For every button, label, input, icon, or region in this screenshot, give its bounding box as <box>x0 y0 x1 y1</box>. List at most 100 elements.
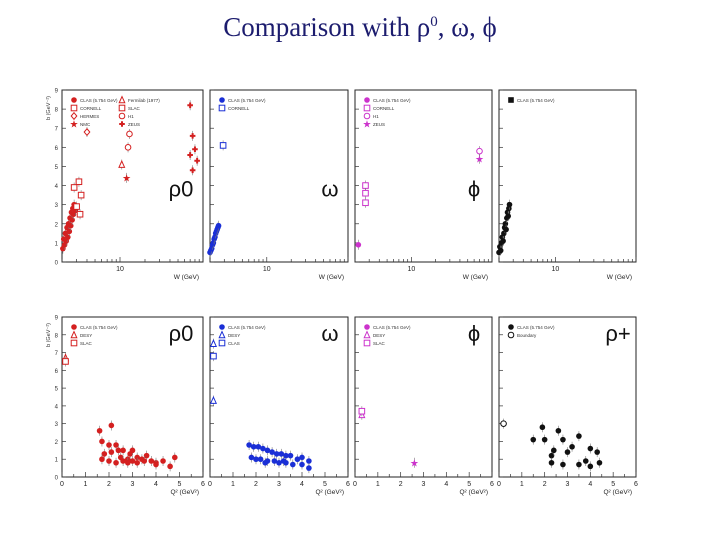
data-point <box>576 461 582 468</box>
data-point <box>264 447 271 454</box>
x-axis-label: W (GeV) <box>174 274 199 281</box>
y-tick-label: 4 <box>55 184 59 190</box>
legend-label: CLAS (5.754 GeV) <box>80 325 118 330</box>
legend-label: H1 <box>128 114 134 119</box>
y-tick-label: 5 <box>55 387 59 393</box>
legend-label: CLAS <box>228 341 240 346</box>
data-point <box>476 147 483 155</box>
series-fermilab <box>118 159 126 170</box>
x-axis-label: Q² (GeV²) <box>603 489 632 496</box>
data-point <box>502 220 509 227</box>
legend-marker <box>119 121 125 127</box>
x-tick-label: 6 <box>634 481 638 488</box>
legend-label: CLAS (5.754 GeV) <box>373 98 411 103</box>
data-point <box>255 443 262 450</box>
x-tick-label: 2 <box>107 481 111 488</box>
panel-big-label: ω <box>321 321 338 346</box>
x-tick-label: 0 <box>60 481 64 488</box>
panel-rhoplus-W: 10 W (GeV) CLAS (5.754 GeV) <box>496 89 637 281</box>
panel-frame <box>209 316 349 478</box>
series-slac <box>62 356 69 367</box>
data-point: ★ <box>410 458 419 469</box>
x-tick-label: 3 <box>566 481 570 488</box>
x-tick-label: 6 <box>346 481 350 488</box>
legend-marker: ★ <box>363 120 372 131</box>
data-point <box>125 459 131 466</box>
data-point <box>555 427 562 434</box>
legend-marker <box>363 112 371 120</box>
data-point <box>539 424 546 431</box>
x-tick-label: 4 <box>300 481 304 488</box>
data-point <box>192 146 198 153</box>
legend-marker <box>70 111 78 121</box>
y-tick-label: 3 <box>55 422 59 428</box>
series-clas-5-754-gev- <box>246 440 312 474</box>
legend-marker: ★ <box>70 120 79 131</box>
x-tick-label: 10 <box>551 266 559 273</box>
data-point <box>120 447 126 454</box>
series-cornell <box>219 140 227 151</box>
legend-marker <box>218 104 226 112</box>
legend-marker <box>118 95 126 104</box>
data-point <box>187 102 193 109</box>
series-nmc: ★ <box>122 172 131 184</box>
x-tick-label: 2 <box>399 481 403 488</box>
legend-marker <box>363 330 371 339</box>
title-sup: 0 <box>430 14 438 30</box>
legend: CLAS (5.754 GeV) DESY SLAC <box>70 324 118 347</box>
x-axis-label: Q² (GeV²) <box>459 489 488 496</box>
data-point <box>299 454 305 461</box>
data-point <box>113 442 119 448</box>
legend-label: CORNELL <box>373 106 395 111</box>
panel-frame <box>354 316 493 478</box>
x-axis-label: W (GeV) <box>463 274 488 281</box>
panel-rhoplus-Q2: 0 1 2 3 4 5 6Q² (GeV²) CLAS (5.754 GeV) Boundary… <box>497 316 638 496</box>
data-point <box>503 226 509 233</box>
legend-label: H1 <box>373 114 379 119</box>
panel-rho0-W: 0 1 2 3 4 5 6 7 8 9b (GeV⁻²) 10 W (GeV) CLAS (5.754 … <box>46 89 204 281</box>
y-tick-label: 6 <box>55 369 59 375</box>
title-rho: ρ <box>416 12 431 42</box>
x-tick-label: 2 <box>543 481 547 488</box>
legend: CLAS (5.754 GeV) CORNELL HERMES★ NMC Fermila… <box>70 95 160 131</box>
data-point <box>77 191 85 199</box>
legend-marker <box>218 330 226 339</box>
legend-marker <box>364 97 370 103</box>
data-point <box>278 451 285 457</box>
data-point <box>530 436 537 443</box>
series-desy <box>209 338 218 406</box>
data-point <box>250 443 257 450</box>
x-tick-label: 0 <box>497 481 501 488</box>
legend-label: Boundary <box>517 333 537 338</box>
y-tick-label: 2 <box>55 222 59 228</box>
data-point <box>290 461 296 468</box>
x-tick-label: 1 <box>520 481 524 488</box>
legend: CLAS (5.754 GeV) DESY CLAS <box>218 324 266 347</box>
x-tick-label: 6 <box>490 481 494 488</box>
data-point <box>209 339 218 347</box>
legend-marker <box>71 97 77 103</box>
data-point <box>134 454 140 461</box>
data-point <box>120 458 126 464</box>
data-point <box>362 182 369 189</box>
series-clas-5-754-gev- <box>207 220 222 258</box>
data-point <box>548 452 555 459</box>
y-tick-label: 0 <box>55 261 59 267</box>
legend-label: DESY <box>80 333 92 338</box>
x-axis-label: Q² (GeV²) <box>315 489 344 496</box>
data-point <box>283 452 289 459</box>
legend-marker <box>70 104 78 112</box>
data-point <box>582 458 589 464</box>
panel-big-label: ρ0 <box>169 321 194 346</box>
data-point <box>69 217 75 223</box>
legend: CLAS (5.754 GeV) DESY SLAC <box>363 324 411 347</box>
series-slac <box>358 406 366 417</box>
data-point <box>172 454 178 461</box>
data-point <box>129 458 136 464</box>
data-point <box>587 463 594 470</box>
data-point <box>108 449 115 455</box>
legend-label: SLAC <box>128 106 141 111</box>
data-point <box>126 130 133 138</box>
